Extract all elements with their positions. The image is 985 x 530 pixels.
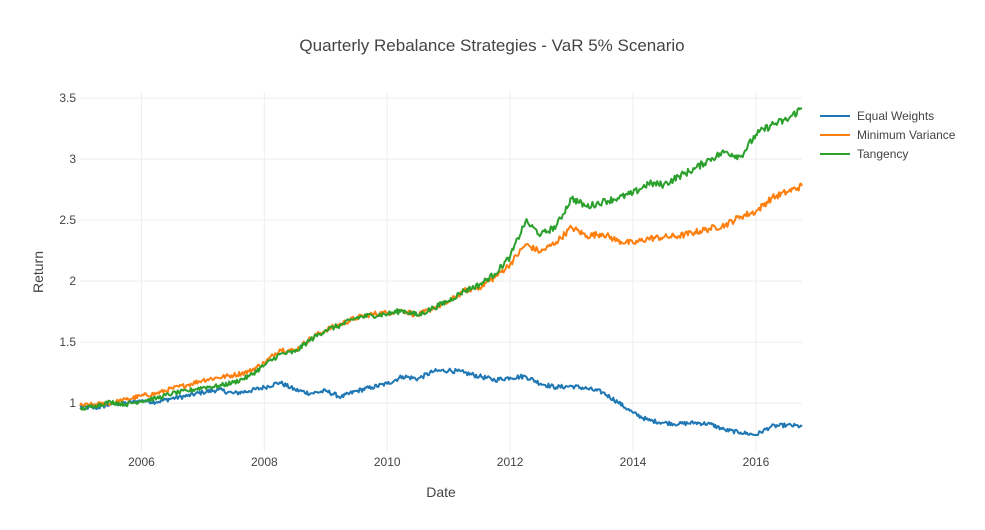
- y-tick-label: 3: [69, 152, 76, 166]
- y-axis-ticks: 1 1.5 2 2.5 3 3.5: [59, 91, 76, 410]
- chart-title: Quarterly Rebalance Strategies - VaR 5% …: [299, 36, 684, 55]
- series-lines: [79, 107, 803, 437]
- x-tick-label: 2008: [251, 455, 278, 469]
- y-tick-label: 2: [69, 274, 76, 288]
- gridlines: [80, 92, 802, 452]
- y-tick-label: 3.5: [59, 91, 76, 105]
- legend-label[interactable]: Tangency: [857, 147, 908, 161]
- x-tick-label: 2010: [374, 455, 401, 469]
- x-axis-title: Date: [426, 484, 456, 500]
- legend-label[interactable]: Equal Weights: [857, 109, 934, 123]
- x-tick-label: 2012: [497, 455, 524, 469]
- y-tick-label: 2.5: [59, 213, 76, 227]
- x-tick-label: 2014: [620, 455, 647, 469]
- legend-label[interactable]: Minimum Variance: [857, 128, 956, 142]
- series-line-tangency[interactable]: [79, 107, 803, 411]
- y-tick-label: 1: [69, 396, 76, 410]
- y-axis-title: Return: [30, 251, 46, 293]
- x-tick-label: 2016: [743, 455, 770, 469]
- series-line-equal-weights[interactable]: [79, 367, 803, 437]
- y-tick-label: 1.5: [59, 335, 76, 349]
- legend: Equal Weights Minimum Variance Tangency: [820, 109, 956, 161]
- x-tick-label: 2006: [128, 455, 155, 469]
- x-axis-ticks: 2006 2008 2010 2012 2014 2016: [128, 455, 769, 469]
